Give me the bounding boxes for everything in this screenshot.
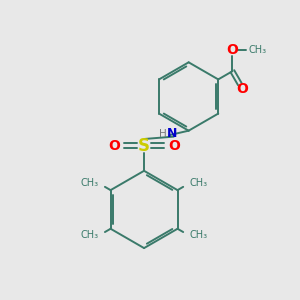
Text: O: O — [237, 82, 248, 96]
Text: CH₃: CH₃ — [189, 230, 207, 241]
Text: N: N — [167, 127, 178, 140]
Text: CH₃: CH₃ — [81, 178, 99, 188]
Text: CH₃: CH₃ — [81, 230, 99, 241]
Text: O: O — [168, 139, 180, 152]
Text: CH₃: CH₃ — [249, 45, 267, 55]
Text: H: H — [159, 129, 167, 139]
Text: CH₃: CH₃ — [189, 178, 207, 188]
Text: O: O — [226, 43, 238, 57]
Text: S: S — [138, 136, 150, 154]
Text: O: O — [108, 139, 120, 152]
